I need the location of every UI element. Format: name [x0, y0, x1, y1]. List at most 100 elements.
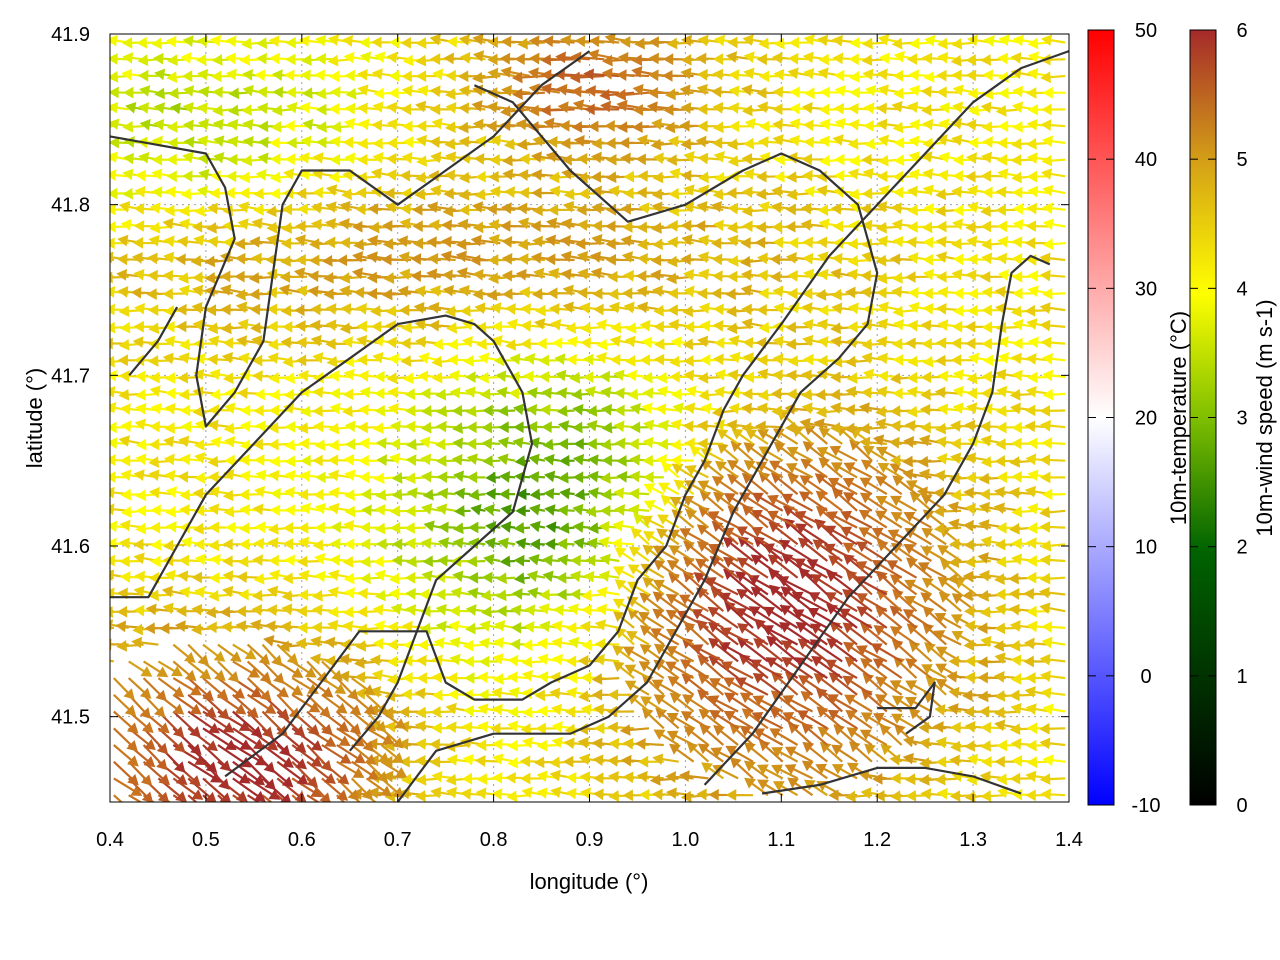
wind-arrow	[312, 405, 337, 417]
wind-arrow	[736, 557, 769, 579]
wind-arrow	[643, 471, 664, 484]
wind-colorbar-ticks: 6 5 4 3 2 1 0	[1190, 20, 1248, 817]
terrain-contours	[110, 50, 1069, 802]
wind-arrow	[271, 104, 293, 117]
wind-arrow	[591, 673, 620, 685]
wind-arrow	[449, 386, 471, 399]
wind-arrow	[479, 620, 501, 632]
wind-arrow	[613, 420, 635, 433]
wind-arrow	[859, 729, 888, 746]
wind-arrow	[678, 770, 709, 783]
wind-arrow	[544, 470, 560, 483]
wind-arrow	[870, 643, 903, 663]
wind-arrow	[559, 487, 575, 500]
wind-arrow	[861, 187, 887, 200]
colorbar-tick-label: 0	[1140, 666, 1151, 688]
wind-arrow	[509, 353, 531, 365]
wind-arrow	[373, 555, 397, 568]
wind-arrow	[491, 687, 516, 699]
wind-arrow	[135, 169, 159, 182]
wind-arrow	[431, 371, 456, 384]
wind-arrow	[247, 794, 261, 802]
wind-arrow	[583, 68, 620, 81]
wind-arrow	[794, 510, 828, 529]
wind-arrow	[801, 760, 828, 780]
wind-arrow	[142, 677, 167, 702]
wind-arrow	[710, 747, 739, 763]
wind-arrow	[253, 573, 278, 585]
wind-arrow	[739, 725, 769, 746]
wind-arrow	[246, 760, 276, 791]
wind-arrow	[276, 794, 287, 802]
wind-arrow	[906, 557, 933, 579]
wind-arrow	[903, 544, 932, 562]
wind-arrow	[217, 643, 242, 663]
wind-arrow	[840, 526, 873, 546]
wind-arrow	[246, 744, 276, 774]
wind-arrow	[1039, 653, 1066, 666]
wind-arrow	[455, 238, 486, 251]
wind-arrow	[846, 727, 873, 746]
wind-arrow	[298, 35, 323, 47]
wind-arrow	[246, 727, 279, 751]
wind-arrow	[785, 463, 814, 479]
wind-arrow	[515, 505, 531, 517]
wind-arrow	[584, 103, 620, 116]
y-tick-label: 41.8	[51, 195, 90, 217]
wind-arrow	[1039, 404, 1066, 417]
wind-arrow	[685, 508, 710, 529]
wind-arrow	[847, 372, 872, 385]
wind-arrow	[515, 537, 531, 550]
wind-arrow	[284, 504, 308, 517]
wind-arrow	[842, 675, 873, 696]
wind-arrow	[1040, 788, 1066, 801]
wind-arrow	[819, 118, 843, 131]
wind-arrow	[406, 438, 427, 451]
wind-arrow	[538, 370, 560, 383]
wind-arrow	[886, 560, 918, 579]
wind-arrow	[933, 630, 962, 646]
wind-arrow	[113, 710, 139, 734]
wind-arrow	[701, 762, 724, 780]
wind-arrow	[753, 638, 784, 663]
wind-arrow	[586, 405, 605, 417]
wind-arrow	[110, 169, 129, 181]
wind-arrow	[826, 694, 858, 713]
wind-arrow	[697, 372, 724, 384]
wind-arrow	[892, 305, 917, 318]
x-tick-label: 0.7	[384, 829, 412, 851]
wind-arrow	[481, 437, 501, 450]
wind-arrow	[512, 436, 531, 449]
wind-arrow	[816, 446, 843, 462]
wind-arrow	[528, 437, 546, 449]
wind-arrow	[128, 660, 153, 677]
wind-arrow	[225, 68, 248, 81]
wind-arrow	[113, 727, 138, 752]
wind-arrow	[291, 777, 323, 798]
wind-arrow	[479, 655, 501, 668]
wind-arrow	[921, 664, 947, 680]
wind-arrow	[142, 694, 166, 718]
wind-arrow	[682, 495, 709, 512]
wind-arrow	[389, 438, 412, 450]
wind-arrow	[495, 589, 516, 602]
wind-arrow	[127, 677, 152, 699]
wind-arrow	[653, 559, 680, 579]
wind-arrow	[143, 660, 169, 678]
wind-arrow	[815, 763, 843, 780]
x-tick-label: 0.9	[576, 829, 604, 851]
wind-arrow	[420, 421, 441, 434]
wind-arrow	[336, 254, 367, 267]
wind-arrow	[404, 571, 427, 584]
wind-arrow	[652, 579, 680, 596]
wind-arrow	[711, 476, 739, 496]
wind-arrow	[849, 86, 872, 99]
wind-arrow	[1012, 287, 1036, 300]
wind-arrow	[128, 794, 152, 802]
wind-arrow	[286, 137, 308, 149]
wind-arrow	[167, 137, 189, 149]
wind-arrow	[600, 438, 620, 451]
wind-arrow	[246, 693, 277, 714]
wind-arrow	[291, 760, 319, 788]
wind-arrow	[187, 794, 198, 802]
